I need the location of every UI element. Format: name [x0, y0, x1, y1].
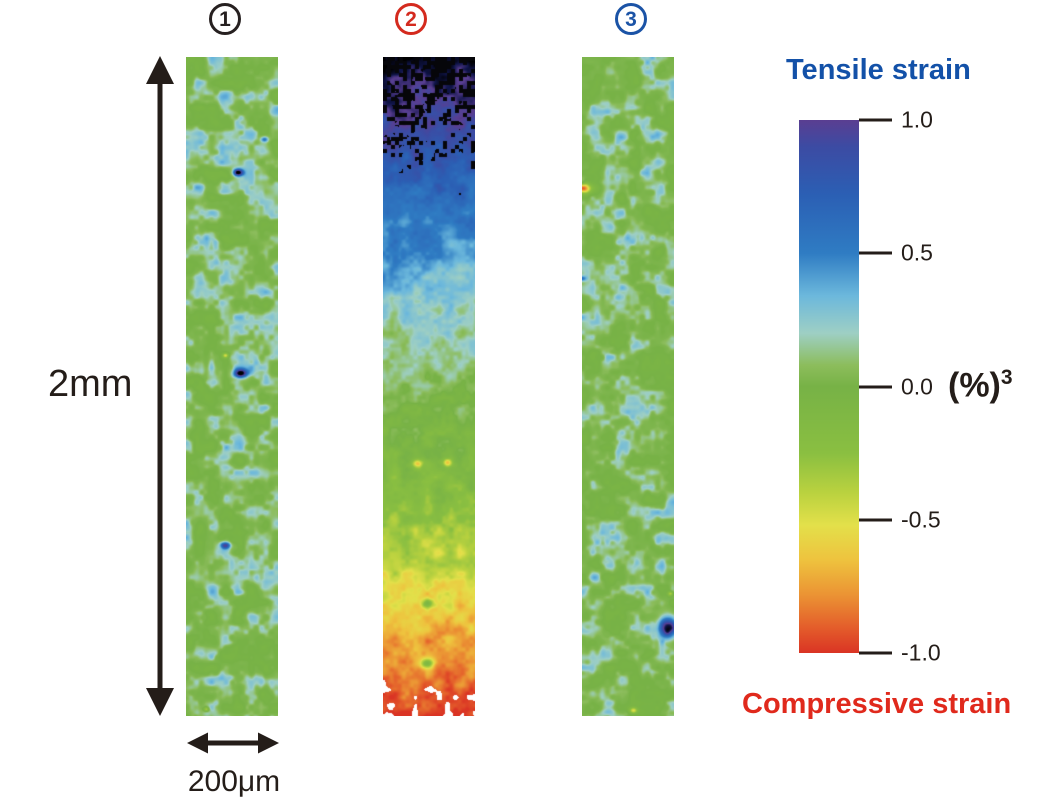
tick-value: 0.5: [901, 239, 933, 266]
panel-3-number: 3: [625, 7, 637, 31]
strain-map-panel-3: [582, 57, 674, 716]
unit-text: (%): [948, 366, 1001, 405]
colorbar-tick-1.0: 1.0: [859, 107, 933, 134]
tick-line: [859, 251, 892, 255]
vertical-scale-label: 2mm: [48, 363, 133, 405]
unit-label: (%)3: [948, 366, 1013, 405]
strain-map-panel-1: [186, 57, 278, 716]
horizontal-dimension-arrow-icon: [187, 732, 279, 754]
tick-line: [859, 385, 892, 388]
panel-1-badge: 1: [209, 3, 241, 35]
unit-superscript: 3: [1000, 366, 1013, 389]
tick-value: -0.5: [901, 506, 941, 533]
tick-value: 0.0: [901, 373, 933, 399]
colorbar-tick-0.5: 0.5: [859, 240, 933, 267]
tick-value: 1.0: [901, 106, 933, 133]
strain-map-panel-2: [383, 57, 475, 716]
horizontal-scale-label: 200μm: [187, 765, 281, 798]
tick-line: [859, 118, 892, 122]
panel-2-number: 2: [405, 7, 417, 31]
colorbar-tick--0.5: -0.5: [859, 506, 941, 533]
panel-3-badge: 3: [615, 3, 647, 35]
tick-value: -1.0: [901, 639, 941, 666]
colorbar-tick-0.0: 0.0: [859, 373, 933, 400]
panel-1-number: 1: [219, 7, 231, 31]
vertical-dimension-arrow-icon: [146, 56, 174, 716]
tick-line: [859, 518, 892, 522]
panel-2-badge: 2: [395, 3, 427, 35]
tensile-strain-label: Tensile strain: [786, 54, 971, 86]
colorbar-tick--1.0: -1.0: [859, 640, 941, 667]
compressive-strain-label: Compressive strain: [742, 688, 1012, 720]
tick-line: [859, 651, 892, 655]
colorbar: [799, 120, 859, 653]
